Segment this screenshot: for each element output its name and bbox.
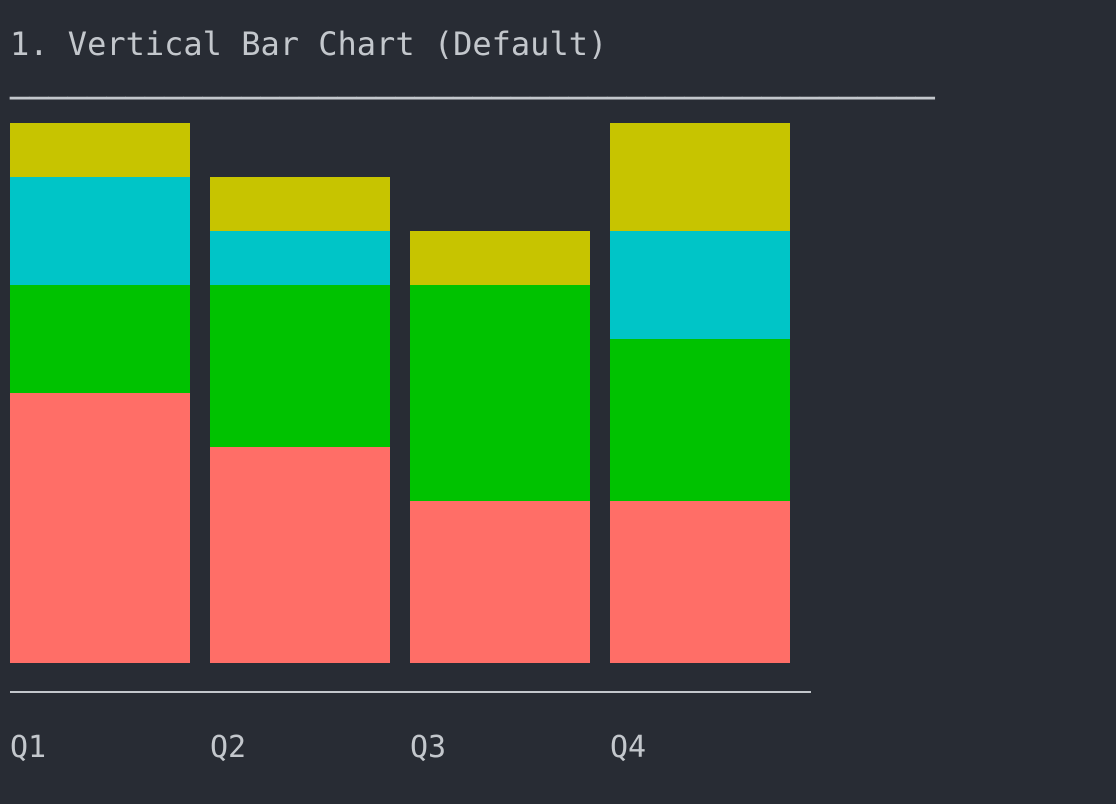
bar-segment-q2-1: [210, 447, 390, 663]
x-tick-label: Q2: [210, 730, 246, 765]
x-tick-label: Q3: [410, 730, 446, 765]
bar-segment-q1-2: [10, 285, 190, 393]
bar-segment-q3-2: [410, 285, 590, 501]
bar-segment-q1-1: [10, 393, 190, 663]
bar-segment-q2-2: [210, 285, 390, 447]
x-tick-label: Q4: [610, 730, 646, 765]
bar-segment-q1-4: [10, 123, 190, 177]
bar-segment-q3-4: [410, 231, 590, 285]
bar-segment-q2-4: [210, 177, 390, 231]
bar-segment-q3-1: [410, 501, 590, 663]
bar-segment-q4-2: [610, 339, 790, 501]
bar-segment-q4-4: [610, 123, 790, 231]
bar-segment-q4-3: [610, 231, 790, 339]
bar-segment-q1-3: [10, 177, 190, 285]
chart-title: 1. Vertical Bar Chart (Default): [10, 25, 608, 63]
x-tick-label: Q1: [10, 730, 46, 765]
bar-segment-q4-1: [610, 501, 790, 663]
title-underline: ────────────────────────────────────────…: [10, 79, 935, 117]
bar-segment-q2-3: [210, 231, 390, 285]
